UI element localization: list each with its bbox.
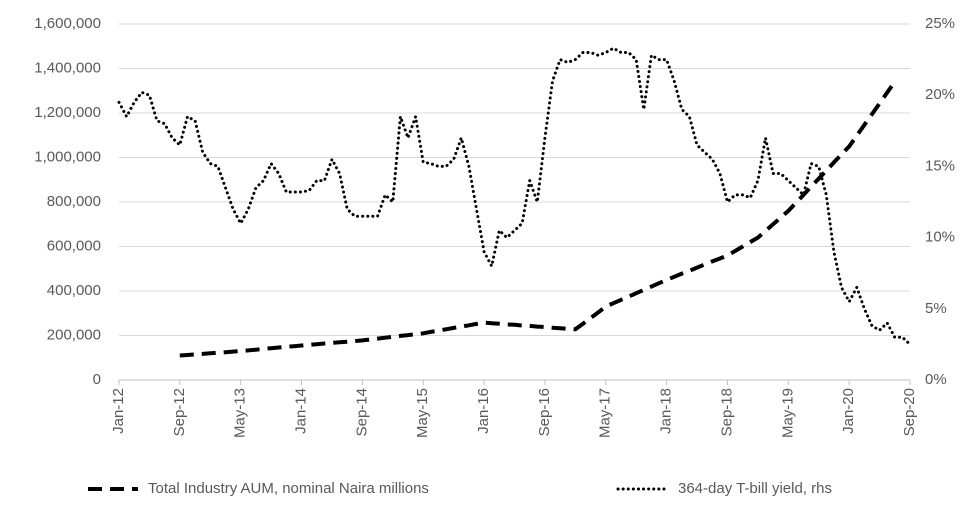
- x-tick-label: Jan-14: [293, 388, 310, 434]
- y2-tick-label: 0%: [925, 371, 947, 388]
- y-tick-label: 1,400,000: [34, 59, 101, 76]
- x-tick-label: Sep-20: [901, 388, 918, 436]
- y2-tick-label: 20%: [925, 86, 955, 103]
- y-tick-label: 400,000: [47, 282, 101, 299]
- legend-label: Total Industry AUM, nominal Naira millio…: [148, 480, 429, 497]
- y-tick-label: 200,000: [47, 326, 101, 343]
- y-tick-label: 0: [93, 371, 101, 388]
- y2-tick-label: 10%: [925, 229, 955, 246]
- y-tick-label: 800,000: [47, 193, 101, 210]
- series-line: [179, 80, 897, 358]
- x-tick-label: Sep-12: [171, 388, 188, 436]
- x-tick-label: Sep-18: [718, 388, 735, 436]
- x-tick-label: May-15: [414, 388, 431, 438]
- y-tick-label: 1,000,000: [34, 148, 101, 165]
- x-tick-label: May-17: [597, 388, 614, 438]
- x-tick-label: Jan-16: [475, 388, 492, 434]
- y-tick-label: 1,200,000: [34, 104, 101, 121]
- x-tick-label: May-13: [232, 388, 249, 438]
- series-line: [117, 46, 912, 346]
- x-tick-label: May-19: [779, 388, 796, 438]
- y-tick-label: 1,600,000: [34, 15, 101, 32]
- legend-label: 364-day T-bill yield, rhs: [678, 480, 832, 497]
- y2-tick-label: 15%: [925, 157, 955, 174]
- x-tick-label: Jan-20: [840, 388, 857, 434]
- y2-tick-label: 5%: [925, 300, 947, 317]
- y2-tick-label: 25%: [925, 15, 955, 32]
- x-tick-label: Sep-14: [353, 388, 370, 436]
- x-tick-label: Sep-16: [536, 388, 553, 436]
- x-tick-label: Jan-12: [110, 388, 127, 434]
- x-tick-label: Jan-18: [658, 388, 675, 434]
- y-tick-label: 600,000: [47, 237, 101, 254]
